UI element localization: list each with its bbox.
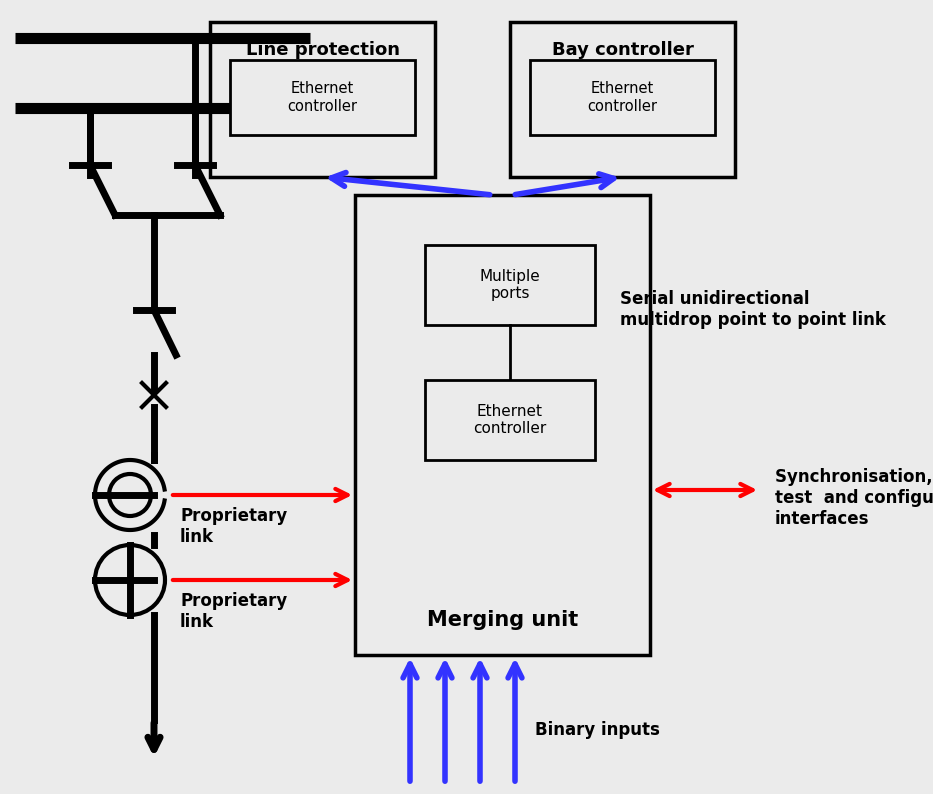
Bar [230,60,415,135]
Text: Multiple
ports: Multiple ports [480,269,540,301]
Text: Ethernet
controller: Ethernet controller [473,404,547,436]
Bar [210,22,435,177]
Text: Serial unidirectional
multidrop point to point link: Serial unidirectional multidrop point to… [620,290,885,329]
Text: Proprietary
link: Proprietary link [180,592,287,630]
Bar [425,380,595,460]
Text: Ethernet
controller: Ethernet controller [588,81,658,114]
Text: Line protection: Line protection [245,41,399,59]
Text: Ethernet
controller: Ethernet controller [287,81,357,114]
Text: Bay controller: Bay controller [551,41,693,59]
Text: Proprietary
link: Proprietary link [180,507,287,545]
Bar [425,245,595,325]
Bar [530,60,715,135]
Text: Synchronisation, monitoring,
test  and configuration
interfaces: Synchronisation, monitoring, test and co… [775,468,933,527]
Bar [510,22,735,177]
Text: Binary inputs: Binary inputs [535,721,660,739]
Text: Merging unit: Merging unit [427,610,578,630]
Bar [355,195,650,655]
